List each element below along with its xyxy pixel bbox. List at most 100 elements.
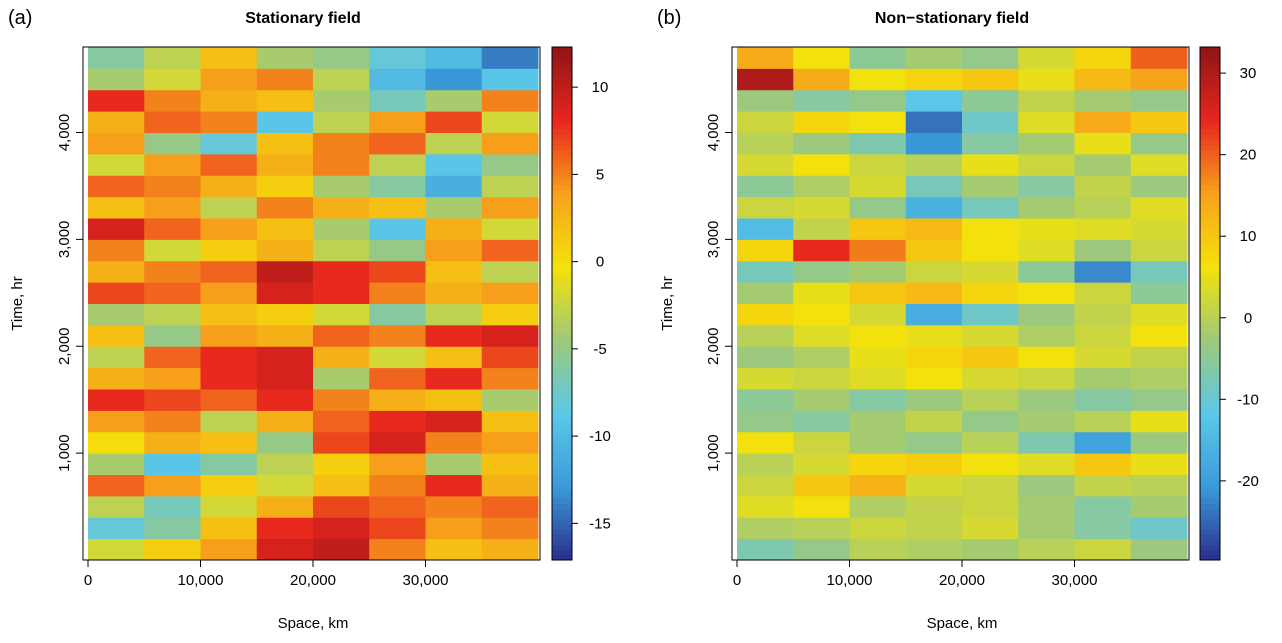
heat-cell <box>144 324 201 347</box>
heat-cell <box>369 175 426 198</box>
heat-cell <box>1074 538 1132 561</box>
heat-cell <box>849 47 907 69</box>
heat-cell <box>962 410 1019 433</box>
heat-cell <box>1018 239 1075 262</box>
heat-cell <box>849 517 907 540</box>
colorbar-swatch <box>1200 436 1220 443</box>
heat-cell <box>1074 324 1132 347</box>
heat-cell <box>905 153 963 176</box>
heat-cell <box>793 389 850 411</box>
heat-cell <box>1130 239 1188 262</box>
heat-cell <box>849 538 907 561</box>
colorbar-swatch <box>552 277 572 284</box>
colorbar-swatch <box>1200 154 1220 161</box>
colorbar-swatch <box>1200 293 1220 299</box>
heat-cell <box>256 153 314 176</box>
heat-cell <box>200 132 258 155</box>
heat-cell <box>737 474 794 497</box>
heat-cell <box>369 218 426 240</box>
colorbar-swatch <box>1200 472 1220 479</box>
heat-cell <box>256 389 314 411</box>
colorbar-swatch <box>552 539 572 546</box>
heat-cell <box>849 389 907 411</box>
heat-cell <box>481 303 539 326</box>
colorbar-swatch <box>552 185 572 192</box>
colorbar-swatch <box>552 149 572 156</box>
colorbar-swatch <box>552 67 572 74</box>
heat-cell <box>1074 175 1132 198</box>
heat-cell <box>425 282 483 304</box>
heat-cell <box>144 389 201 411</box>
heat-cell <box>88 260 145 283</box>
colorbar-swatch <box>1200 247 1220 253</box>
heat-cell <box>144 282 201 304</box>
heat-cell <box>793 47 850 69</box>
colorbar-swatch <box>552 164 572 171</box>
heat-cell <box>962 239 1019 262</box>
heat-cell <box>1018 303 1075 326</box>
x-tick-label: 0 <box>84 572 92 589</box>
colorbar-swatch <box>552 108 572 115</box>
colorbar-swatch <box>1200 359 1220 366</box>
colorbar-swatch <box>552 534 572 540</box>
heat-cell <box>737 303 794 326</box>
colorbar-swatch <box>1200 206 1220 212</box>
heat-cell <box>313 324 370 347</box>
y-tick-label: 4,000 <box>705 114 722 152</box>
colorbar-swatch <box>552 431 572 438</box>
heat-cell <box>793 89 850 112</box>
heat-cell <box>1130 132 1188 155</box>
heat-cell <box>1018 47 1075 69</box>
colorbar-swatch <box>1200 365 1220 371</box>
heat-cell <box>200 175 258 198</box>
heat-cell <box>313 175 370 198</box>
heat-cell <box>737 111 794 133</box>
heat-cell <box>200 196 258 219</box>
heat-cell <box>849 196 907 219</box>
heat-cell <box>88 89 145 112</box>
heat-cell <box>905 303 963 326</box>
heat-cell <box>144 68 201 91</box>
colorbar-swatch <box>1200 108 1220 115</box>
colorbar-swatch <box>552 252 572 258</box>
heat-cell <box>425 153 483 176</box>
y-tick-label: 1,000 <box>56 434 73 472</box>
y-axis-label: Time, hr <box>9 276 26 330</box>
heat-cell <box>849 453 907 475</box>
colorbar-swatch <box>1200 211 1220 217</box>
heat-cell <box>737 218 794 240</box>
colorbar-swatch <box>1200 426 1220 433</box>
heat-cell <box>425 68 483 91</box>
heat-cell <box>88 517 145 540</box>
colorbar-swatch <box>552 411 572 417</box>
colorbar-swatch <box>1200 329 1220 335</box>
heat-cell <box>144 410 201 433</box>
heat-cell <box>256 239 314 262</box>
heat-cell <box>1074 132 1132 155</box>
heat-cell <box>1130 453 1188 475</box>
colorbar-swatch <box>552 421 572 428</box>
heat-cell <box>369 453 426 475</box>
colorbar-swatch <box>552 113 572 120</box>
heat-cell <box>425 218 483 240</box>
heat-cell <box>793 367 850 390</box>
heat-cell <box>200 324 258 347</box>
heat-cell <box>962 431 1019 454</box>
heat-cell <box>737 196 794 219</box>
colorbar-swatch <box>552 344 572 351</box>
colorbar-swatch <box>552 483 572 489</box>
heat-cell <box>256 474 314 497</box>
heat-cell <box>849 218 907 240</box>
heat-cell <box>962 453 1019 475</box>
heat-cell <box>1074 474 1132 497</box>
y-tick-label: 3,000 <box>705 221 722 259</box>
heat-cell <box>144 111 201 133</box>
heat-cell <box>256 68 314 91</box>
colorbar-swatch <box>552 324 572 330</box>
heat-cell <box>369 431 426 454</box>
heat-cell <box>793 431 850 454</box>
heat-cell <box>88 431 145 454</box>
heat-cell <box>425 538 483 561</box>
heat-cell <box>88 153 145 176</box>
heat-cell <box>1074 410 1132 433</box>
